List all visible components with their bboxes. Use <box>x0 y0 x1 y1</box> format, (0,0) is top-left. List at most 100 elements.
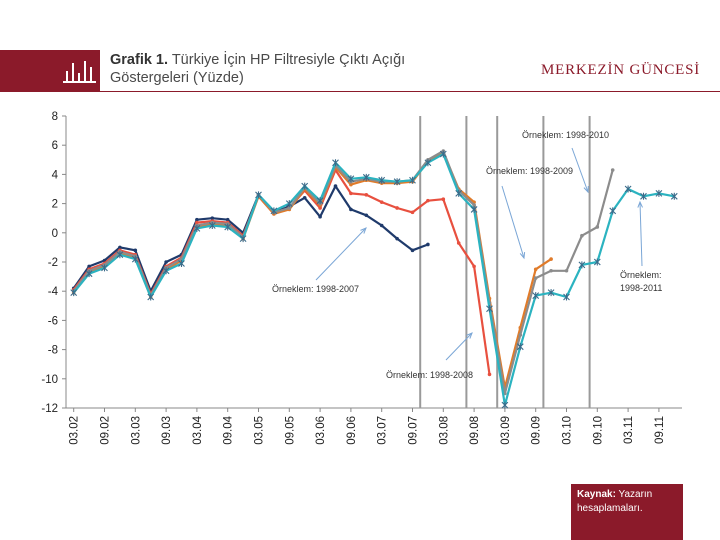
title-line1: Türkiye İçin HP Filtresiyle Çıktı Açığı <box>171 52 406 68</box>
series-point-5 <box>578 261 586 269</box>
y-tick-label: -10 <box>41 374 58 386</box>
series-point-2 <box>395 206 399 210</box>
series-point-5 <box>501 401 509 409</box>
series-point-5 <box>362 173 370 181</box>
source-text: Yazarın hesaplamaları. <box>577 489 653 514</box>
x-tick-label: 03.03 <box>130 416 142 445</box>
series-point-5 <box>224 223 232 231</box>
x-tick-label: 09.06 <box>346 416 358 445</box>
series-point-5 <box>116 251 124 259</box>
y-tick-label: 4 <box>52 169 59 181</box>
bar-chart-icon <box>63 61 96 83</box>
series-point-5 <box>670 192 678 200</box>
annotation-label: Örneklem: 1998-2008 <box>386 370 473 380</box>
series-point-1 <box>364 213 369 218</box>
series-point-1 <box>302 195 307 200</box>
annotation-arrow-line <box>315 227 367 281</box>
series-point-5 <box>547 289 555 297</box>
series-point-1 <box>379 223 384 228</box>
series-point-2 <box>349 191 353 196</box>
x-tick-label: 03.09 <box>500 416 512 445</box>
annotation-arrow-line <box>501 185 525 259</box>
y-tick-label: 2 <box>52 199 58 211</box>
series-point-1 <box>195 217 199 222</box>
annotation-arrow-head <box>519 251 526 260</box>
title-label: Grafik 1. <box>110 52 169 68</box>
series-point-5 <box>455 189 463 197</box>
y-tick-label: 0 <box>52 228 58 240</box>
annotation-label: 1998-2011 <box>620 283 662 293</box>
y-tick-label: -12 <box>41 403 58 415</box>
series-point-1 <box>164 260 168 264</box>
series-point-1 <box>133 248 138 253</box>
annotation-arrow-head <box>637 200 643 208</box>
series-point-5 <box>285 200 293 208</box>
series-point-5 <box>131 255 139 263</box>
series-point-5 <box>563 293 570 301</box>
annotation-arrow-line <box>445 332 473 361</box>
header-band <box>0 50 100 92</box>
series-point-5 <box>208 222 216 229</box>
series-point-2 <box>410 210 415 215</box>
series-point-3 <box>533 267 538 272</box>
source-label: Kaynak: <box>577 489 616 500</box>
annotation-label: Örneklem: <box>620 270 662 280</box>
series-point-5 <box>409 176 416 184</box>
series-point-5 <box>332 159 339 167</box>
y-tick-label: -4 <box>48 286 59 298</box>
series-point-1 <box>87 264 91 269</box>
annotation-label: Örneklem: 1998-2009 <box>486 166 573 176</box>
series-point-1 <box>225 217 230 222</box>
series-point-5 <box>655 189 663 197</box>
series-point-2 <box>195 220 199 225</box>
series-point-5 <box>609 207 617 215</box>
series-point-5 <box>486 305 493 313</box>
series-point-1 <box>210 216 215 220</box>
series-point-1 <box>395 236 399 241</box>
series-line-1 <box>72 185 429 293</box>
x-tick-label: 09.02 <box>100 416 112 445</box>
series-point-1 <box>410 248 415 253</box>
x-tick-label: 03.05 <box>254 416 266 445</box>
series-point-5 <box>178 259 185 267</box>
series-point-5 <box>239 235 247 243</box>
series-point-4 <box>595 225 600 229</box>
series-point-1 <box>349 207 353 212</box>
annotation-arrow-head <box>360 227 367 234</box>
annotation-arrow-line <box>571 147 589 193</box>
series-line-5 <box>72 152 675 407</box>
series-line-4 <box>72 149 614 395</box>
series-point-5 <box>593 258 601 266</box>
series-point-2 <box>318 206 322 210</box>
series-point-5 <box>85 270 93 278</box>
series-point-5 <box>470 205 478 213</box>
series-point-5 <box>70 289 78 297</box>
series-point-4 <box>287 206 292 210</box>
series-point-1 <box>318 214 322 219</box>
series-point-5 <box>316 197 324 205</box>
annotation-arrow-head <box>466 332 473 339</box>
series-point-3 <box>349 182 353 187</box>
series-point-5 <box>516 343 524 351</box>
x-tick-label: 09.04 <box>223 415 235 444</box>
series-point-2 <box>487 372 492 377</box>
series-point-5 <box>101 264 108 272</box>
y-tick-label: 6 <box>52 140 58 152</box>
series-point-5 <box>439 150 447 158</box>
y-tick-label: -2 <box>48 257 58 269</box>
annotation-arrow-line <box>639 201 643 267</box>
series-point-5 <box>193 224 201 232</box>
source-box: Kaynak: Yazarın hesaplamaları. <box>571 484 683 540</box>
series-line-3 <box>72 151 552 389</box>
y-tick-label: -8 <box>48 345 58 357</box>
x-tick-label: 03.10 <box>562 416 574 445</box>
series-point-5 <box>301 182 309 190</box>
series-point-1 <box>333 184 338 188</box>
series-point-4 <box>564 268 569 273</box>
series-point-5 <box>393 178 401 186</box>
series-point-4 <box>472 203 476 207</box>
x-tick-label: 09.11 <box>654 416 666 444</box>
output-gap-chart: 8 6 4 2 0 -2 -4 -6 -8 -10 -12 03.02 09.02 03.03 09.03 0… <box>41 111 682 445</box>
x-tick-label: 09.07 <box>408 416 420 445</box>
header-rule <box>100 91 720 92</box>
